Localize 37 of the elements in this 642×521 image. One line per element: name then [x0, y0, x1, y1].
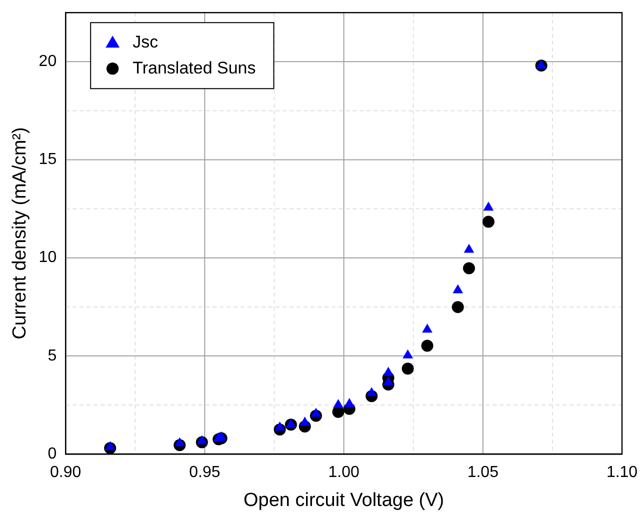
point — [310, 408, 322, 417]
point — [452, 284, 464, 294]
x-axis-title: Open circuit Voltage (V) — [243, 490, 444, 511]
point — [286, 418, 296, 428]
point — [482, 216, 494, 228]
x-tick-label: 0.95 — [189, 464, 220, 482]
y-tick-label: 10 — [38, 249, 57, 266]
point — [104, 441, 116, 450]
point — [174, 437, 185, 446]
x-tick-label: 1.05 — [467, 464, 499, 482]
point — [402, 349, 413, 358]
legend-label: Translated Suns — [132, 58, 256, 78]
y-tick-label: 0 — [48, 445, 57, 462]
point — [483, 202, 494, 211]
point — [402, 362, 414, 375]
point — [300, 416, 310, 426]
point — [196, 435, 208, 444]
point — [464, 244, 474, 253]
point — [462, 262, 475, 274]
x-tick-label: 1.00 — [328, 464, 360, 482]
point — [333, 398, 344, 408]
y-tick-label: 20 — [38, 53, 57, 70]
x-tick-label: 0.90 — [50, 464, 82, 482]
point — [452, 301, 464, 314]
point — [421, 340, 434, 352]
x-tick-label: 1.10 — [606, 464, 638, 482]
y-axis-title: Current density (mA/cm²) — [10, 127, 31, 340]
point — [536, 60, 547, 69]
point — [274, 422, 286, 431]
point — [383, 376, 394, 386]
y-tick-label: 5 — [48, 347, 57, 364]
point — [422, 324, 432, 333]
point — [383, 366, 394, 376]
y-tick-label: 15 — [38, 151, 57, 168]
legend-label: Jsc — [132, 32, 159, 52]
point — [344, 398, 355, 407]
point — [366, 387, 377, 396]
